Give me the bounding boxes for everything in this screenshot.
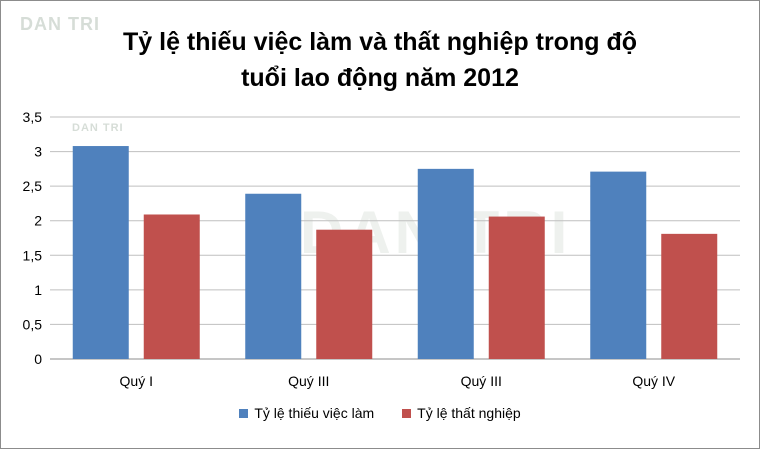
bar-underemployment <box>590 171 647 359</box>
bars <box>72 146 718 359</box>
y-tick-label: 1 <box>34 282 42 298</box>
chart-title: Tỷ lệ thiếu việc làm và thất nghiệp tron… <box>0 24 760 96</box>
x-tick-label: Quý IV <box>632 373 675 389</box>
chart-title-line-1: Tỷ lệ thiếu việc làm và thất nghiệp tron… <box>123 28 637 56</box>
y-tick-label: 3,5 <box>23 109 43 125</box>
bar-underemployment <box>72 146 129 359</box>
watermark-logo-top: DAN TRI <box>20 14 100 34</box>
bar-underemployment <box>417 168 474 359</box>
bar-unemployment <box>488 216 545 359</box>
y-tick-label: 0 <box>34 351 42 367</box>
chart-title-line-2: tuổi lao động năm 2012 <box>241 64 519 92</box>
bar-unemployment <box>316 229 373 359</box>
y-tick-label: 2 <box>34 213 42 229</box>
legend-item-underemployment: Tỷ lệ thiếu việc làm <box>239 405 374 421</box>
x-tick-label: Quý I <box>120 373 153 389</box>
y-tick-label: 0,5 <box>23 316 43 332</box>
legend-item-unemployment: Tỷ lệ thất nghiệp <box>402 405 521 421</box>
y-tick-label: 1,5 <box>23 247 43 263</box>
y-tick-label: 2,5 <box>23 178 43 194</box>
legend: Tỷ lệ thiếu việc làm Tỷ lệ thất nghiệp <box>0 405 760 421</box>
bar-unemployment <box>661 233 718 359</box>
legend-swatch-underemployment <box>239 408 249 418</box>
y-tick-label: 3 <box>34 144 42 160</box>
legend-label-underemployment: Tỷ lệ thiếu việc làm <box>254 405 375 421</box>
legend-swatch-unemployment <box>402 408 412 418</box>
legend-label-unemployment: Tỷ lệ thất nghiệp <box>417 405 521 421</box>
bar-unemployment <box>143 214 200 359</box>
bar-underemployment <box>245 193 302 359</box>
x-tick-label: Quý III <box>461 373 502 389</box>
watermark-logo-small: DAN TRI <box>72 122 124 134</box>
y-axis-ticks: 0 0,5 1 1,5 2 2,5 3 3,5 <box>23 109 43 367</box>
x-tick-label: Quý III <box>288 373 329 389</box>
x-axis-ticks: Quý I Quý III Quý III Quý IV <box>120 373 676 389</box>
